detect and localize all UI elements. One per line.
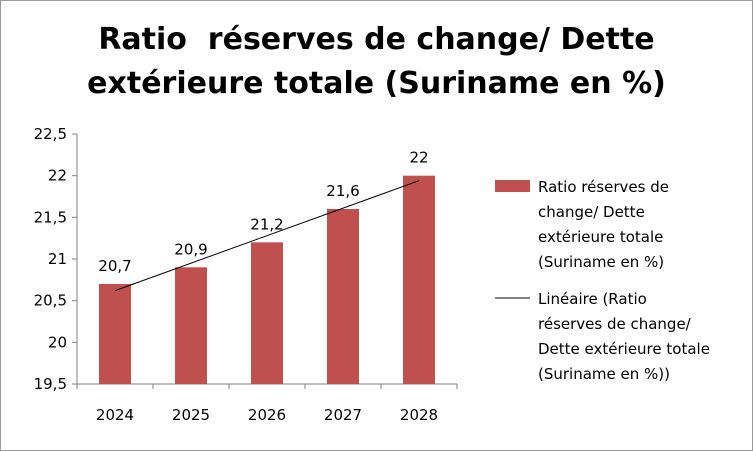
x-tick-label: 2027 [324,406,362,424]
y-tick-label: 22 [48,167,67,185]
legend-label-series: Ratio réserves de [538,178,669,196]
x-tick-label: 2025 [172,406,210,424]
chart-title: Ratio réserves de change/ Dette extérieu… [0,18,753,106]
legend-swatch-series [495,180,530,192]
y-tick-label: 20 [48,333,67,351]
bar [251,242,283,384]
legend-label-trendline: Dette extérieure totale [538,340,710,358]
bar [403,175,435,384]
y-tick-label: 21,5 [34,208,67,226]
bar [99,284,131,384]
x-tick-label: 2026 [248,406,286,424]
y-tick-label: 20,5 [34,292,67,310]
legend-label-trendline: réserves de change/ [538,315,692,333]
legend-label-series: (Suriname en %) [538,253,664,271]
legend-label-series: extérieure totale [538,228,663,246]
y-tick-label: 19,5 [34,375,67,393]
legend-label-trendline: (Suriname en %)) [538,365,670,383]
bar [327,209,359,384]
data-label: 21,2 [250,215,283,233]
y-tick-label: 22,5 [34,125,67,143]
legend-label-trendline: Linéaire (Ratio [538,290,647,308]
x-tick-label: 2028 [400,406,438,424]
data-label: 20,7 [98,257,131,275]
data-label: 20,9 [174,240,207,258]
legend-label-series: change/ Dette [538,203,645,221]
bar [175,267,207,384]
trendline [114,180,420,292]
chart-title-line-1: Ratio réserves de change/ Dette [98,22,655,57]
y-tick-label: 21 [48,250,67,268]
chart-title-line-2: extérieure totale (Suriname en %) [87,66,666,101]
data-label: 21,6 [326,182,359,200]
x-tick-label: 2024 [96,406,134,424]
data-label: 22 [409,149,428,167]
